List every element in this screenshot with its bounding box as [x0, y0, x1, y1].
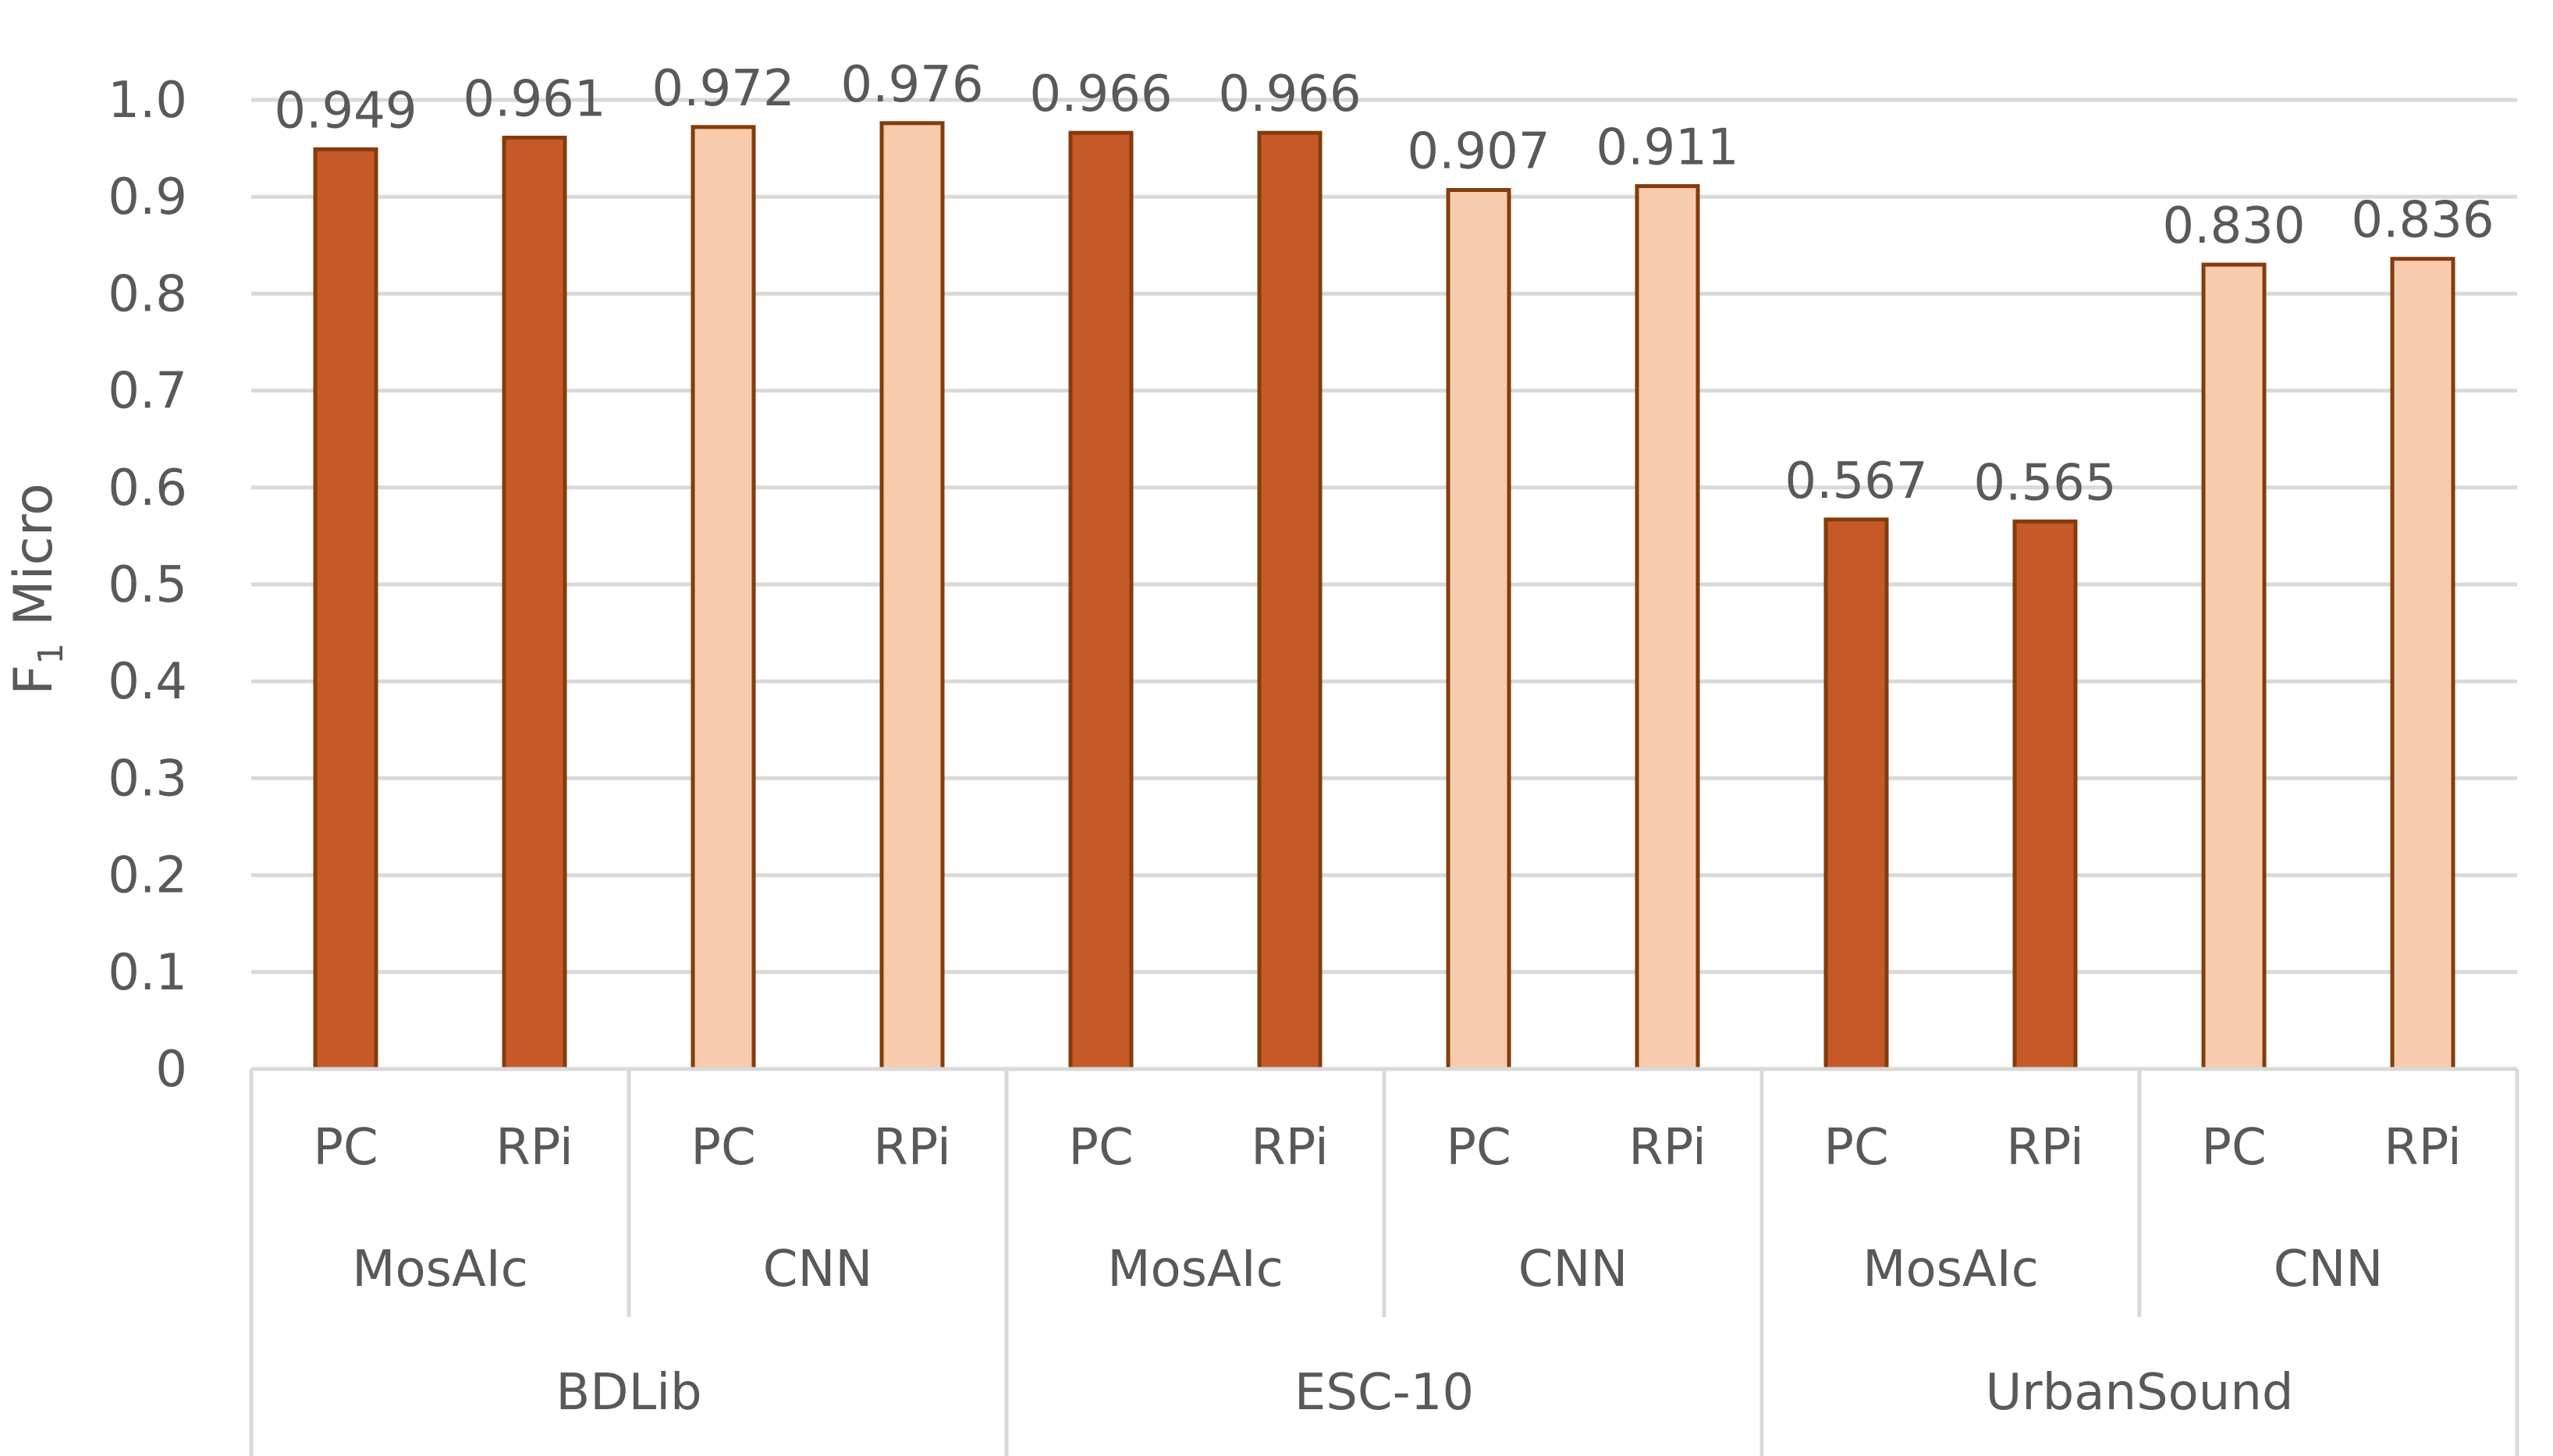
y-tick-label: 0.2 — [108, 847, 187, 905]
x-tick-label-method: MosAIc — [1862, 1241, 2039, 1298]
x-tick-label-device: RPi — [2006, 1119, 2083, 1177]
bar-bdlib-cnn-pc — [691, 125, 756, 1071]
data-label: 0.565 — [1973, 454, 2116, 512]
bar-bdlib-mosaic-pc — [313, 147, 378, 1071]
bar-bdlib-mosaic-rpi — [502, 135, 567, 1071]
y-tick-label: 0.1 — [108, 944, 187, 1002]
x-tick-label-method: MosAIc — [352, 1241, 528, 1298]
x-tick-label-device: RPi — [873, 1119, 950, 1177]
x-tick-label-dataset: ESC-10 — [1294, 1364, 1474, 1422]
x-tick-label-method: CNN — [763, 1241, 872, 1298]
y-tick-label: 0.7 — [108, 363, 187, 421]
data-label: 0.836 — [2351, 192, 2494, 250]
data-label: 0.949 — [274, 82, 417, 140]
bar-bdlib-cnn-rpi — [879, 121, 945, 1071]
data-label: 0.972 — [652, 60, 794, 118]
y-tick-label: 0.4 — [108, 653, 187, 711]
y-axis-ticks: 0 0.1 0.2 0.3 0.4 0.5 0.6 0.7 0.8 0.9 1.0 — [108, 72, 187, 1099]
bar-esc-10-cnn-rpi — [1635, 184, 1700, 1071]
y-axis-label: F1 Micro — [3, 483, 71, 695]
bar-urbansound-cnn-rpi — [2390, 257, 2455, 1071]
x-tick-label-dataset: UrbanSound — [1985, 1364, 2293, 1422]
gridlines — [251, 98, 2517, 975]
y-tick-label: 0.5 — [108, 556, 187, 614]
x-axis: PC RPi PC RPi PC RPi PC RPi PC RPi PC RPi MosAIc CNN B… — [249, 1067, 2519, 1456]
value-labels: 0.949 0.961 0.972 0.976 0.966 0.966 0.907 0.911… — [274, 56, 2494, 512]
y-tick-label: 0.6 — [108, 460, 187, 517]
data-label: 0.976 — [840, 56, 983, 114]
data-label: 0.567 — [1784, 453, 1927, 510]
x-tick-label-device: PC — [1823, 1119, 1888, 1177]
bar-urbansound-mosaic-rpi — [2012, 519, 2078, 1071]
x-tick-label-device: RPi — [495, 1119, 573, 1177]
data-label: 0.911 — [1596, 119, 1738, 177]
bar-urbansound-cnn-pc — [2201, 262, 2267, 1071]
x-tick-label-device: PC — [1446, 1119, 1511, 1177]
x-tick-label-device: PC — [1068, 1119, 1133, 1177]
y-tick-label: 0 — [155, 1041, 187, 1099]
y-tick-label: 1.0 — [108, 72, 187, 130]
bar-esc-10-mosaic-rpi — [1257, 130, 1323, 1071]
x-tick-label-device: PC — [2201, 1119, 2266, 1177]
x-tick-label-device: RPi — [2384, 1119, 2461, 1177]
bars — [313, 121, 2455, 1071]
data-label: 0.907 — [1407, 123, 1550, 181]
bar-esc-10-mosaic-pc — [1068, 130, 1134, 1071]
x-tick-label-method: CNN — [2274, 1241, 2383, 1298]
data-label: 0.830 — [2162, 197, 2305, 255]
data-label: 0.966 — [1029, 66, 1172, 123]
y-tick-label: 0.3 — [108, 750, 187, 808]
x-tick-label-method: CNN — [1518, 1241, 1628, 1298]
data-label: 0.966 — [1218, 66, 1361, 123]
bar-esc-10-cnn-pc — [1446, 188, 1511, 1071]
x-tick-label-device: RPi — [1628, 1119, 1706, 1177]
y-tick-label: 0.8 — [108, 265, 187, 323]
x-tick-label-device: RPi — [1251, 1119, 1328, 1177]
x-tick-label-device: PC — [313, 1119, 378, 1177]
y-tick-label: 0.9 — [108, 169, 187, 226]
x-tick-label-method: MosAIc — [1107, 1241, 1284, 1298]
bar-urbansound-mosaic-pc — [1823, 517, 1889, 1071]
x-tick-label-device: PC — [691, 1119, 755, 1177]
data-label: 0.961 — [463, 70, 605, 128]
x-tick-label-dataset: BDLib — [556, 1364, 701, 1422]
